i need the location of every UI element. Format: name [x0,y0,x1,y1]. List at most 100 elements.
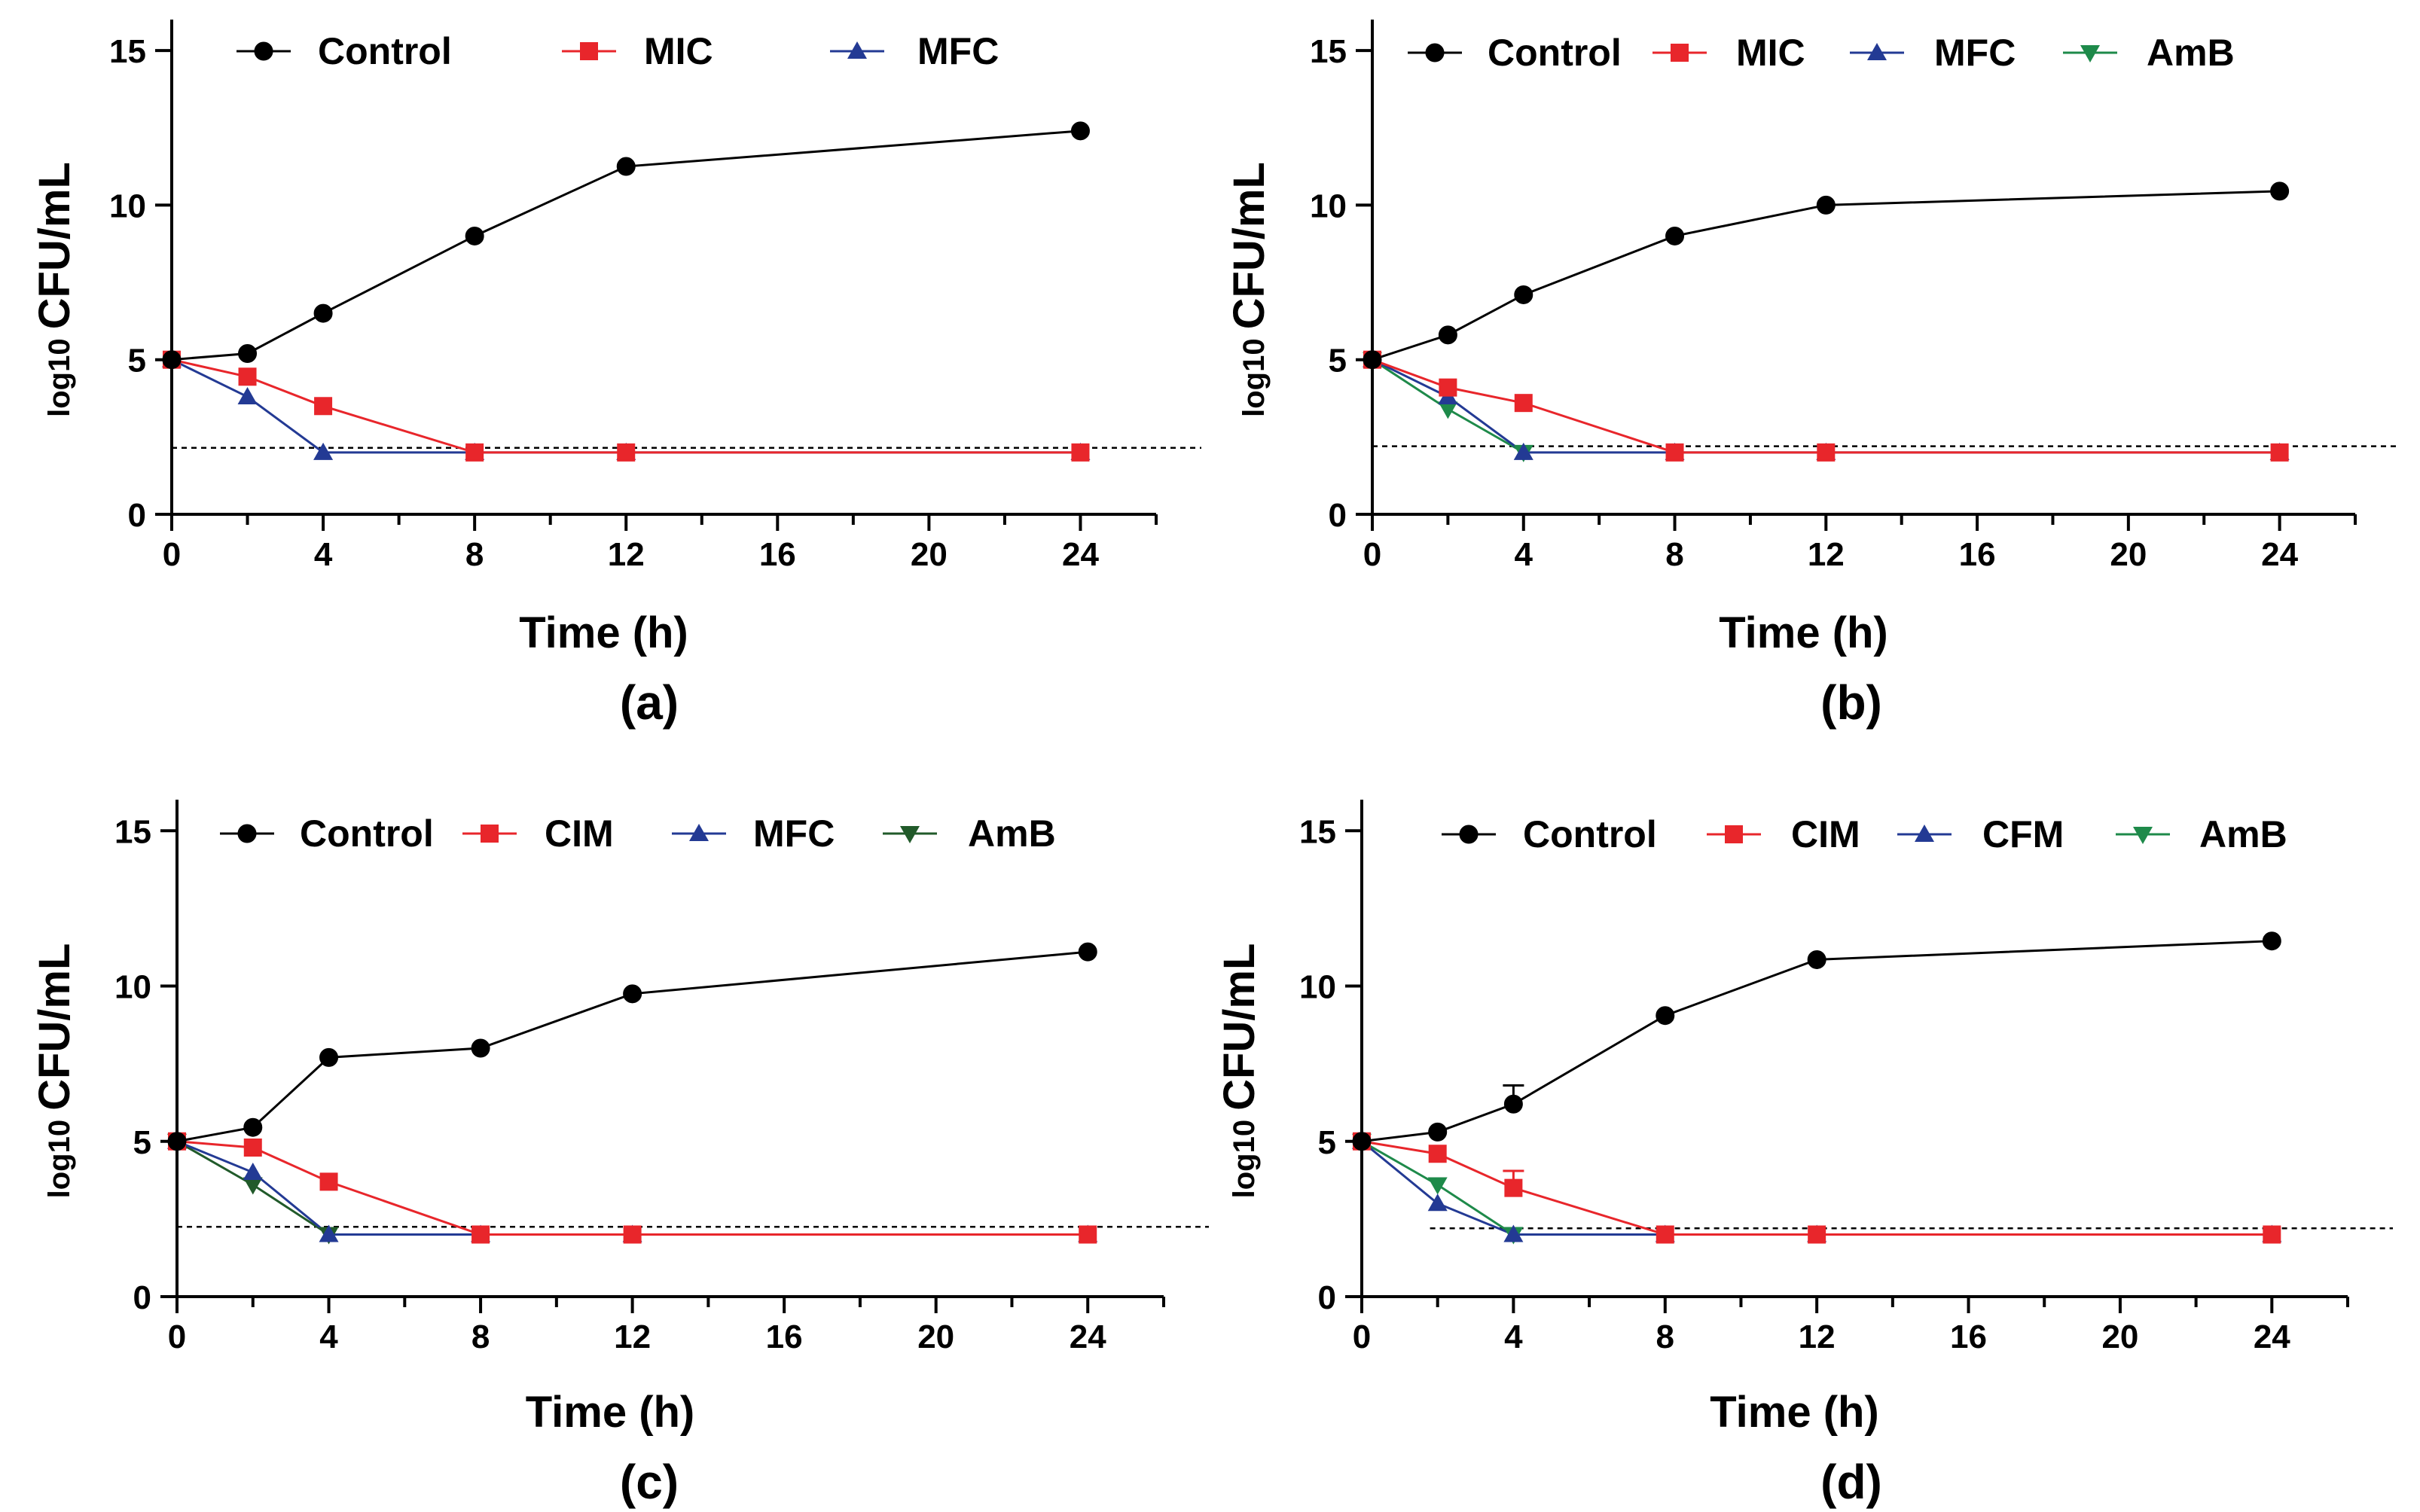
data-point-mic [1514,394,1533,413]
y-axis-title-prefix: log10 [43,1120,76,1198]
legend-entry-control: Control [1408,32,1622,74]
panel-d: 0 4 8 12 16 20 24 0 5 10 15 Control CIM CFM AmB Time (h… [1215,800,2393,1509]
data-point-cim [1504,1178,1523,1197]
data-point-mfc [319,1224,339,1242]
data-point-amb [1427,1177,1448,1195]
data-point-mic [314,397,333,416]
y-axis-title-main: CFU/mL [30,943,79,1111]
legend-entry-amb: AmB [883,812,1056,855]
legend-label: Control [300,812,434,855]
data-point-cim [1079,1225,1097,1244]
data-point-cim [623,1225,642,1244]
x-tick-label: 16 [759,536,796,573]
y-tick-label: 5 [1329,343,1347,380]
data-point-control [1428,1122,1448,1142]
legend-marker [1725,825,1743,843]
panel-label: (a) [620,675,679,730]
x-tick-label: 8 [471,1318,490,1355]
x-axis-title: Time (h) [519,608,688,657]
legend-label: CIM [545,812,614,855]
data-point-mfc [313,442,334,460]
series-line-mfc [171,358,1081,454]
x-tick-label: 24 [1070,1318,1106,1355]
series-line-control [171,130,1081,361]
data-point-control [1438,325,1457,345]
y-tick-label: 5 [128,343,146,380]
series-line-cfm [1361,1140,2272,1236]
legend-entry-mfc: MFC [830,30,999,72]
x-tick-label: 16 [1950,1318,1987,1355]
legend-marker [481,825,499,843]
panel-a: 0 4 8 12 16 20 24 0 5 10 15 Control MIC MFC Time (h) lo… [30,20,1201,730]
legend-marker [2133,827,2153,844]
y-tick-label: 15 [109,33,146,70]
x-tick-label: 12 [608,536,645,573]
data-point-control [319,1047,339,1067]
y-axis-title-prefix: log10 [1228,1120,1261,1198]
x-tick-label: 12 [1799,1318,1836,1355]
legend-entry-control: Control [237,30,452,72]
data-point-control [465,226,484,245]
legend-label: MFC [917,30,999,72]
legend-marker [2080,45,2100,62]
data-point-cim [2263,1225,2281,1244]
y-axis-title-prefix: log10 [43,338,76,416]
series-line-mfc [176,1140,1088,1236]
x-tick-label: 12 [614,1318,651,1355]
legend-entry-mfc: MFC [1850,32,2016,74]
x-tick-label: 24 [1062,536,1099,573]
legend-entry-cim: CIM [1707,813,1860,855]
legend-marker [847,41,867,59]
x-tick-label: 12 [1808,536,1845,573]
legend-entry-cim: CIM [462,812,614,855]
data-point-control [2262,931,2281,951]
y-tick-label: 10 [109,187,146,224]
x-tick-label: 0 [1363,536,1381,573]
legend-entry-amb: AmB [2116,813,2287,855]
x-tick-label: 4 [1515,536,1533,573]
series-line-control [1372,190,2280,361]
data-point-mfc [243,1163,263,1180]
data-point-control [162,350,182,370]
data-point-cim [1428,1145,1447,1163]
legend-entry-mfc: MFC [672,812,835,855]
legend-label: MIC [1736,32,1805,74]
legend-entry-control: Control [1442,813,1657,855]
y-tick-label: 10 [114,969,151,1006]
x-tick-label: 8 [1656,1318,1674,1355]
panel-c: 0 4 8 12 16 20 24 0 5 10 15 Control CIM MFC AmB Time (h… [30,800,1209,1509]
data-point-control [1514,285,1533,304]
panel-label: (c) [620,1455,679,1509]
legend-marker [1459,825,1479,844]
series-line-cim [176,1140,1088,1236]
y-tick-label: 0 [133,1279,151,1316]
legend-marker [580,42,598,60]
legend-label: CIM [1791,813,1860,855]
x-tick-label: 0 [163,536,181,573]
y-tick-label: 0 [128,497,146,534]
data-point-mic [1665,443,1684,462]
legend-marker [1425,43,1445,62]
x-tick-label: 0 [168,1318,186,1355]
legend-marker [1915,825,1934,842]
x-tick-label: 20 [917,1318,954,1355]
data-point-cim [243,1139,262,1157]
data-point-amb [1438,401,1458,419]
data-point-control [616,157,636,176]
data-point-mic [465,443,484,462]
data-point-cfm [1503,1224,1524,1242]
legend-entry-mic: MIC [1652,32,1805,74]
y-axis-title: log10 CFU/mL [1215,943,1264,1199]
data-point-control [1503,1094,1523,1114]
legend-label: Control [1523,813,1657,855]
x-tick-label: 16 [1959,536,1996,573]
y-tick-label: 5 [1318,1124,1336,1161]
x-tick-label: 24 [2261,536,2298,573]
data-point-control [1807,950,1826,969]
data-point-cfm [1427,1193,1448,1212]
data-point-control [243,1117,263,1137]
y-tick-label: 15 [1310,33,1347,70]
data-point-mic [1439,378,1457,397]
